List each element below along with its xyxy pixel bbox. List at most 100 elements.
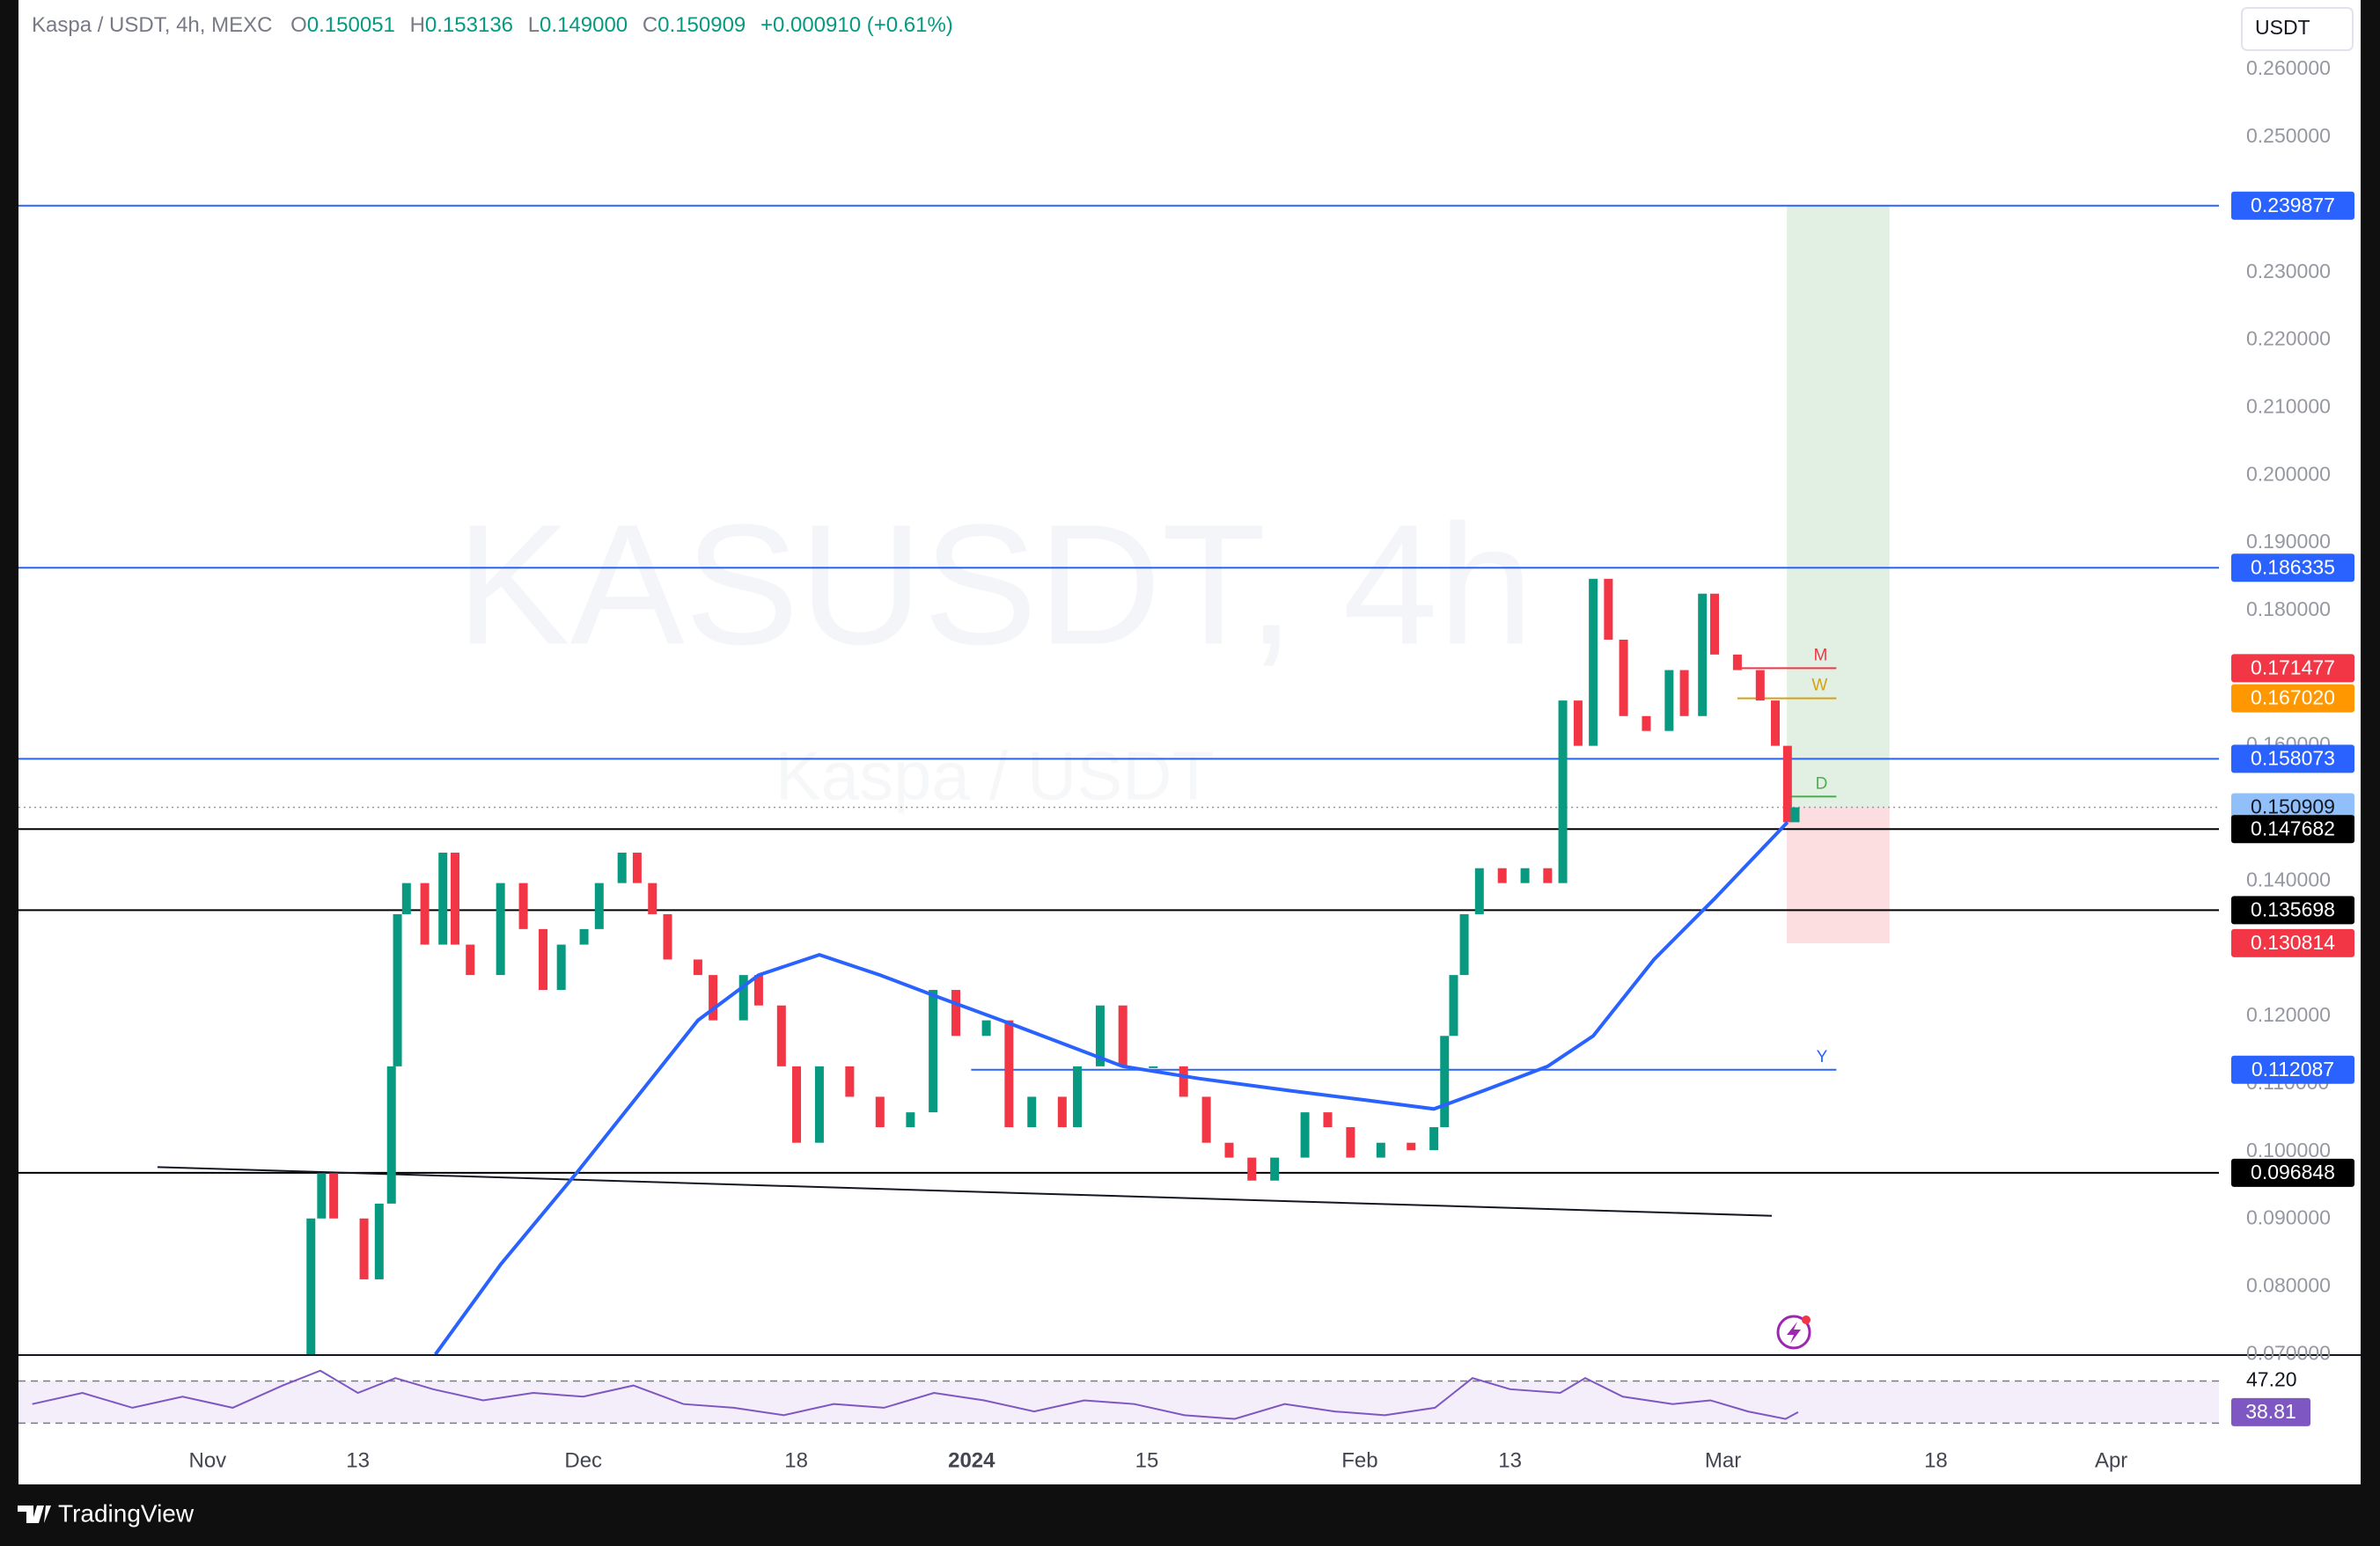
price-label-box (2231, 654, 2354, 683)
logo-mark (18, 1506, 51, 1523)
candle (1429, 1127, 1439, 1151)
alert-circle (1776, 1315, 1811, 1350)
candle (466, 944, 475, 976)
candle (632, 853, 642, 883)
open: 0.150051 (307, 13, 395, 37)
candle (374, 1203, 384, 1279)
price-label-box (2231, 928, 2354, 957)
price-label: 0.167020 (2251, 686, 2335, 709)
price-label-box (2231, 815, 2354, 844)
candle (845, 1066, 855, 1097)
candle (1073, 1066, 1083, 1128)
candle (393, 913, 402, 1066)
candle (518, 883, 528, 929)
candle (1179, 1066, 1188, 1097)
price-label: 0.135698 (2251, 898, 2335, 920)
x-tick-label: Apr (2095, 1448, 2127, 1472)
candle (709, 975, 718, 1021)
y-tick-label: 0.180000 (2246, 597, 2331, 620)
high-label: H (410, 13, 425, 37)
alert-dot (1802, 1315, 1811, 1324)
target-zone (1787, 205, 1890, 808)
rsi-value-label: 38.81 (2245, 1400, 2296, 1423)
candle (663, 913, 672, 960)
price-label: 0.130814 (2251, 931, 2335, 954)
watermark-name: Kaspa / USDT (775, 737, 1215, 815)
low-label: L (528, 13, 540, 37)
candle (1459, 913, 1469, 976)
y-tick-label: 0.080000 (2246, 1273, 2331, 1296)
y-tick-label: 0.140000 (2246, 868, 2331, 890)
y-tick-label: 0.200000 (2246, 462, 2331, 485)
candle (1300, 1112, 1310, 1158)
price-label-box (2231, 191, 2354, 220)
candle (451, 853, 460, 945)
trendline (157, 1166, 1773, 1217)
legend-header: Kaspa / USDT, 4h, MEXC O0.150051 H0.1531… (32, 13, 953, 37)
candle (1604, 578, 1613, 640)
candle (438, 853, 448, 945)
x-tick-label: 15 (1135, 1448, 1159, 1472)
alert-bolt (1787, 1322, 1801, 1344)
candle (875, 1096, 885, 1128)
candle (539, 928, 548, 991)
x-tick-label: Dec (564, 1448, 602, 1472)
price-label-box (2231, 553, 2354, 582)
high: 0.153136 (425, 13, 513, 37)
price-label: 0.171477 (2251, 656, 2335, 678)
candle (1027, 1096, 1037, 1128)
rsi-value-box (2231, 1397, 2310, 1426)
candle (1782, 745, 1792, 823)
brand: TradingView (58, 1499, 195, 1527)
candle (359, 1218, 369, 1279)
candle (1698, 593, 1708, 716)
candle (1589, 578, 1598, 746)
candle (1095, 1005, 1105, 1066)
y-tick-label: 0.250000 (2246, 124, 2331, 147)
candle (1642, 715, 1651, 731)
candle (1247, 1157, 1257, 1181)
low: 0.149000 (540, 13, 628, 37)
candle (1149, 1066, 1158, 1068)
candle (1004, 1020, 1014, 1128)
close: 0.150909 (657, 13, 746, 37)
candle (420, 883, 430, 945)
candle (1118, 1005, 1128, 1066)
candle (401, 883, 411, 914)
tag-label: W (1811, 677, 1827, 695)
x-tick-label: 18 (784, 1448, 808, 1472)
candle (579, 928, 589, 945)
candle (1224, 1142, 1234, 1158)
candle (617, 853, 627, 883)
candle (1270, 1157, 1280, 1181)
candle (1755, 670, 1765, 701)
price-label: 0.112087 (2251, 1058, 2334, 1081)
candle (776, 1005, 786, 1066)
currency-button[interactable] (2241, 7, 2354, 51)
candle (1057, 1096, 1067, 1128)
y-tick-label: 0.210000 (2246, 394, 2331, 417)
y-tick-label: 0.220000 (2246, 327, 2331, 350)
chart-panel (18, 0, 2361, 1484)
candle (556, 944, 566, 991)
candle (1346, 1127, 1355, 1158)
candle (1790, 807, 1800, 823)
x-tick-label: Nov (189, 1448, 227, 1472)
tag-label: D (1816, 774, 1828, 793)
price-label: 0.150909 (2251, 795, 2335, 818)
candle (1449, 975, 1458, 1037)
alert-icon[interactable] (1776, 1315, 1811, 1350)
x-tick-label: Mar (1705, 1448, 1741, 1472)
y-tick-label: 0.100000 (2246, 1139, 2331, 1161)
candle (1407, 1142, 1416, 1151)
rsi-line (32, 1369, 1799, 1420)
y-tick-label: 0.090000 (2246, 1206, 2331, 1229)
candle (1732, 654, 1742, 670)
candle (1664, 670, 1674, 731)
candle (906, 1112, 915, 1128)
price-label-box (2231, 684, 2354, 713)
watermark-symbol: KASUSDT, 4h (456, 489, 1534, 681)
candle (1710, 593, 1720, 655)
y-tick-label: 0.070000 (2246, 1341, 2331, 1364)
